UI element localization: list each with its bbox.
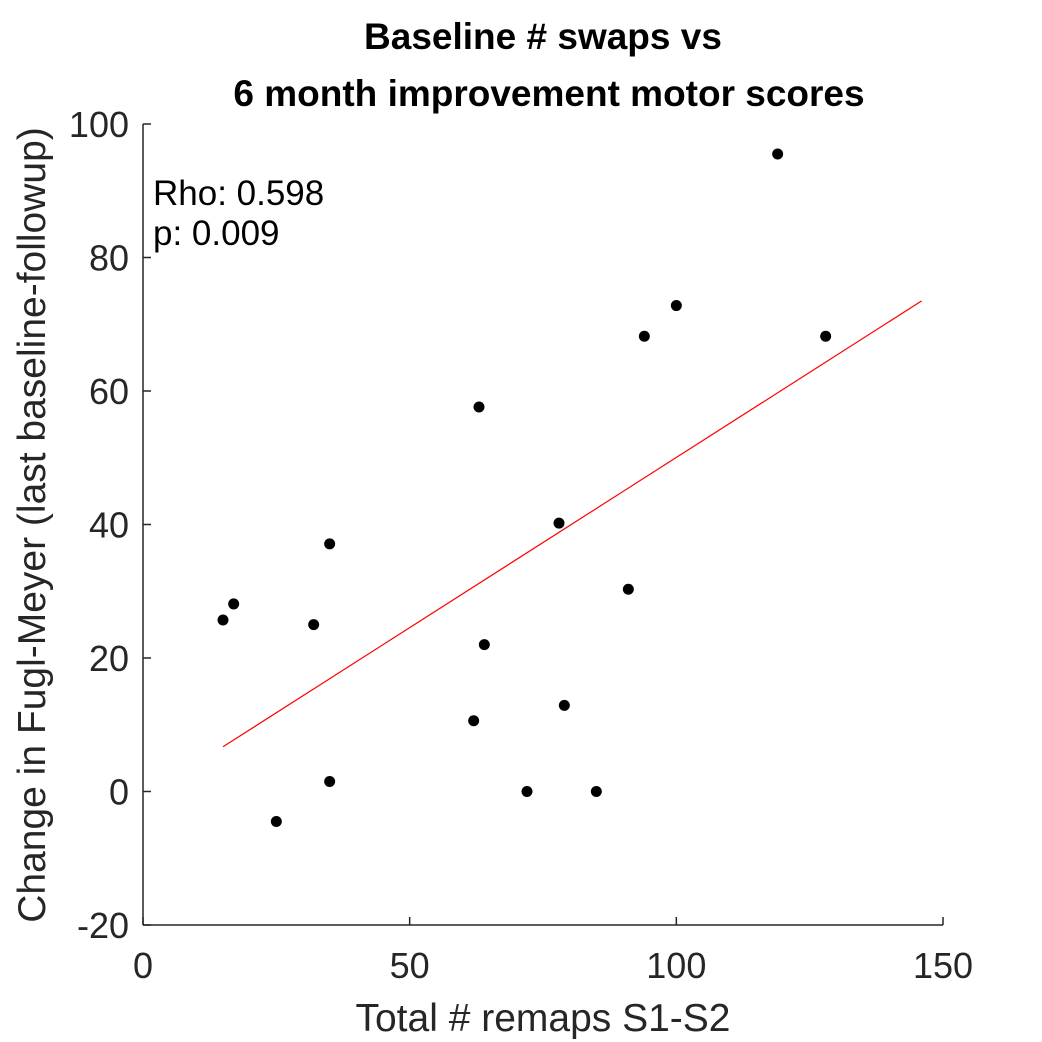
y-axis-label: Change in Fugl-Meyer (last baseline-foll…: [11, 127, 54, 923]
data-point: [468, 715, 480, 727]
data-point: [217, 614, 229, 626]
data-point: [590, 786, 602, 797]
y-tick-label: -20: [77, 905, 129, 946]
fit-line-layer: [222, 300, 922, 748]
data-point: [521, 786, 533, 797]
y-tick-label: 80: [89, 238, 129, 279]
x-tick-label: 100: [646, 945, 706, 986]
data-point: [324, 775, 336, 787]
chart-title-line-1: Baseline # swaps vs: [364, 16, 722, 57]
y-tick-label: 60: [89, 371, 129, 412]
data-points: [217, 148, 832, 828]
p-value-annotation: p: 0.009: [153, 214, 280, 253]
data-point: [473, 401, 485, 413]
x-tick-label: 50: [390, 945, 430, 986]
x-tick-label: 0: [133, 945, 153, 986]
data-point: [622, 583, 634, 595]
data-point: [324, 538, 336, 550]
data-point: [638, 330, 650, 342]
data-point: [558, 699, 570, 711]
y-axis-ticks: -20 0 20 40 60 80 100: [69, 104, 151, 946]
data-point: [228, 598, 240, 610]
data-point: [670, 300, 682, 312]
regression-line: [222, 300, 922, 748]
x-axis-ticks: 0 50 100 150: [133, 917, 973, 986]
x-tick-label: 150: [913, 945, 973, 986]
x-axis-label: Total # remaps S1-S2: [355, 997, 730, 1040]
y-tick-label: 40: [89, 505, 129, 546]
data-point: [270, 816, 282, 828]
data-point: [553, 517, 565, 529]
rho-annotation: Rho: 0.598: [153, 174, 324, 213]
y-tick-label: 0: [109, 772, 129, 813]
data-point: [772, 148, 784, 160]
chart-title-line-2: 6 month improvement motor scores: [233, 73, 864, 114]
y-tick-label: 100: [69, 104, 129, 145]
y-tick-label: 20: [89, 638, 129, 679]
data-point: [308, 619, 320, 631]
data-point: [478, 639, 490, 651]
data-point: [820, 330, 832, 342]
